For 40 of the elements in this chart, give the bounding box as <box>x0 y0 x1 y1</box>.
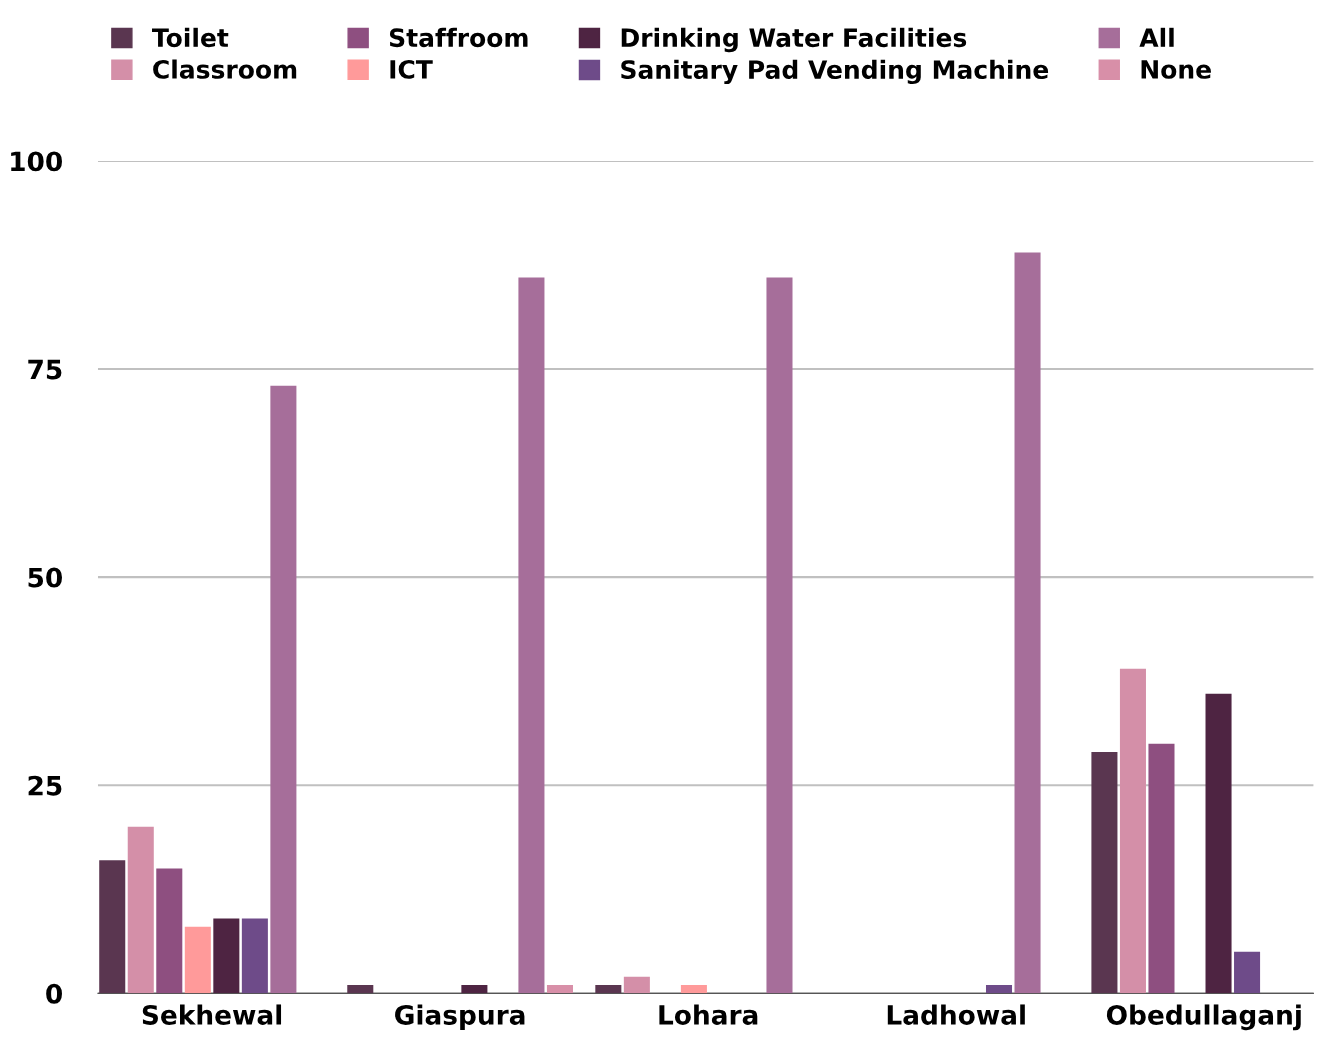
bar <box>184 926 211 994</box>
bar <box>156 868 183 994</box>
bar <box>213 918 240 994</box>
bar <box>623 976 650 994</box>
bar <box>461 985 488 994</box>
bar <box>518 277 545 994</box>
legend-label: Staffroom <box>389 27 528 48</box>
y-tick-label: 100 <box>11 151 62 172</box>
bar <box>766 277 793 994</box>
x-tick-label: Obedullaganj <box>1106 1004 1301 1031</box>
y-tick-label: 50 <box>28 567 62 588</box>
bar <box>99 860 126 994</box>
legend-label: Sanitary Pad Vending Machine <box>621 59 1049 85</box>
legend-label: Classroom <box>153 59 297 79</box>
x-tick-label: Sekhewal <box>142 1004 282 1025</box>
bar <box>1119 668 1146 994</box>
legend-label: ICT <box>390 59 433 79</box>
y-tick-label: 25 <box>28 775 62 796</box>
bar <box>595 985 622 994</box>
x-tick-label: Ladhowal <box>887 1004 1025 1025</box>
y-tick-label: 75 <box>28 359 62 380</box>
bar <box>347 985 374 994</box>
bar <box>546 985 573 994</box>
bar <box>1148 743 1175 994</box>
bar <box>985 985 1013 994</box>
bar <box>1014 252 1041 994</box>
bar <box>1205 693 1232 994</box>
legend-label: Toilet <box>152 27 229 48</box>
bar <box>127 826 154 994</box>
bar <box>270 385 297 994</box>
bar <box>241 918 268 994</box>
x-tick-label: Lohara <box>659 1004 758 1025</box>
bar <box>680 985 707 994</box>
bar <box>1091 751 1118 994</box>
legend-label: All <box>1139 27 1174 47</box>
legend-label: Drinking Water Facilities <box>621 27 967 53</box>
bar <box>1234 951 1261 994</box>
legend-label: None <box>1141 60 1211 79</box>
y-tick-label: 0 <box>46 983 62 1004</box>
x-tick-label: Giaspura <box>395 1004 525 1030</box>
